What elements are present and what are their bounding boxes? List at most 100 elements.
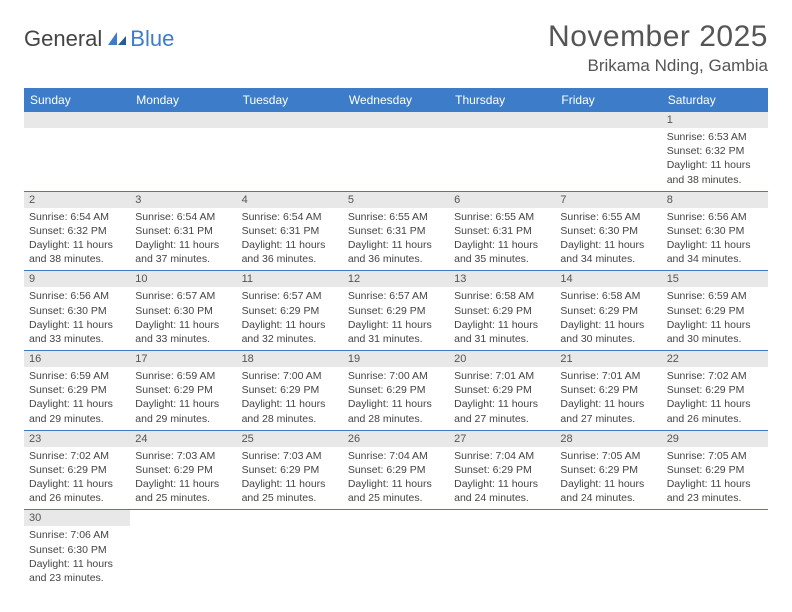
sunrise-text: Sunrise: 7:02 AM [667, 369, 763, 383]
calendar-cell [555, 510, 661, 589]
day-body: Sunrise: 7:01 AMSunset: 6:29 PMDaylight:… [555, 367, 661, 430]
day-number: 30 [24, 510, 130, 526]
day-number: 24 [130, 431, 236, 447]
sunset-text: Sunset: 6:30 PM [667, 224, 763, 238]
day-number [449, 510, 555, 526]
day-body: Sunrise: 6:56 AMSunset: 6:30 PMDaylight:… [24, 287, 130, 350]
day-number: 18 [237, 351, 343, 367]
day-body: Sunrise: 7:05 AMSunset: 6:29 PMDaylight:… [662, 447, 768, 510]
sunset-text: Sunset: 6:30 PM [560, 224, 656, 238]
day-number: 28 [555, 431, 661, 447]
sunset-text: Sunset: 6:31 PM [135, 224, 231, 238]
page-title: November 2025 [548, 20, 768, 54]
day-number [662, 510, 768, 526]
logo-text-blue: Blue [130, 26, 174, 52]
calendar-cell: 27Sunrise: 7:04 AMSunset: 6:29 PMDayligh… [449, 430, 555, 510]
calendar-cell: 13Sunrise: 6:58 AMSunset: 6:29 PMDayligh… [449, 271, 555, 351]
day-number: 19 [343, 351, 449, 367]
daylight-text: Daylight: 11 hours and 28 minutes. [242, 397, 338, 425]
calendar-cell: 24Sunrise: 7:03 AMSunset: 6:29 PMDayligh… [130, 430, 236, 510]
calendar-cell: 20Sunrise: 7:01 AMSunset: 6:29 PMDayligh… [449, 351, 555, 431]
daylight-text: Daylight: 11 hours and 25 minutes. [135, 477, 231, 505]
sunset-text: Sunset: 6:29 PM [454, 383, 550, 397]
daylight-text: Daylight: 11 hours and 25 minutes. [348, 477, 444, 505]
day-body: Sunrise: 7:03 AMSunset: 6:29 PMDaylight:… [237, 447, 343, 510]
day-body: Sunrise: 6:55 AMSunset: 6:31 PMDaylight:… [449, 208, 555, 271]
daylight-text: Daylight: 11 hours and 36 minutes. [348, 238, 444, 266]
calendar-cell: 10Sunrise: 6:57 AMSunset: 6:30 PMDayligh… [130, 271, 236, 351]
sunrise-text: Sunrise: 6:55 AM [560, 210, 656, 224]
sunset-text: Sunset: 6:31 PM [348, 224, 444, 238]
sunrise-text: Sunrise: 6:57 AM [242, 289, 338, 303]
calendar-cell: 14Sunrise: 6:58 AMSunset: 6:29 PMDayligh… [555, 271, 661, 351]
calendar-cell: 18 Sunrise: 7:00 AMSunset: 6:29 PMDayligh… [237, 351, 343, 431]
day-number: 6 [449, 192, 555, 208]
day-body: Sunrise: 6:57 AMSunset: 6:29 PMDaylight:… [237, 287, 343, 350]
sunrise-text: Sunrise: 6:55 AM [454, 210, 550, 224]
sunset-text: Sunset: 6:29 PM [348, 383, 444, 397]
daylight-text: Daylight: 11 hours and 33 minutes. [135, 318, 231, 346]
daylight-text: Daylight: 11 hours and 30 minutes. [667, 318, 763, 346]
day-body: Sunrise: 7:05 AMSunset: 6:29 PMDaylight:… [555, 447, 661, 510]
day-header: Tuesday [237, 88, 343, 112]
sunset-text: Sunset: 6:29 PM [242, 463, 338, 477]
sunset-text: Sunset: 6:30 PM [29, 304, 125, 318]
calendar-cell [237, 112, 343, 191]
daylight-text: Daylight: 11 hours and 28 minutes. [348, 397, 444, 425]
sunset-text: Sunset: 6:32 PM [667, 144, 763, 158]
day-body: Sunrise: 7:02 AMSunset: 6:29 PMDaylight:… [24, 447, 130, 510]
sunrise-text: Sunrise: 6:59 AM [667, 289, 763, 303]
day-number: 7 [555, 192, 661, 208]
day-header: Thursday [449, 88, 555, 112]
day-number: 4 [237, 192, 343, 208]
sunrise-text: Sunrise: 7:00 AM [242, 369, 338, 383]
daylight-text: Daylight: 11 hours and 24 minutes. [454, 477, 550, 505]
day-header: Saturday [662, 88, 768, 112]
sunset-text: Sunset: 6:29 PM [29, 383, 125, 397]
daylight-text: Daylight: 11 hours and 36 minutes. [242, 238, 338, 266]
daylight-text: Daylight: 11 hours and 29 minutes. [29, 397, 125, 425]
sunrise-text: Sunrise: 6:58 AM [454, 289, 550, 303]
sunset-text: Sunset: 6:29 PM [667, 383, 763, 397]
day-number [555, 112, 661, 128]
day-body: Sunrise: 7:06 AMSunset: 6:30 PMDaylight:… [24, 526, 130, 589]
calendar-cell: 11Sunrise: 6:57 AMSunset: 6:29 PMDayligh… [237, 271, 343, 351]
calendar-row: 1Sunrise: 6:53 AMSunset: 6:32 PMDaylight… [24, 112, 768, 191]
calendar-cell: 15Sunrise: 6:59 AMSunset: 6:29 PMDayligh… [662, 271, 768, 351]
sunrise-text: Sunrise: 6:59 AM [29, 369, 125, 383]
calendar-row: 30Sunrise: 7:06 AMSunset: 6:30 PMDayligh… [24, 510, 768, 589]
day-number: 13 [449, 271, 555, 287]
calendar-cell [449, 510, 555, 589]
day-number [237, 510, 343, 526]
sunrise-text: Sunrise: 6:58 AM [560, 289, 656, 303]
calendar-cell: 3Sunrise: 6:54 AMSunset: 6:31 PMDaylight… [130, 191, 236, 271]
daylight-text: Daylight: 11 hours and 35 minutes. [454, 238, 550, 266]
calendar-table: Sunday Monday Tuesday Wednesday Thursday… [24, 88, 768, 589]
sunrise-text: Sunrise: 6:57 AM [135, 289, 231, 303]
sunrise-text: Sunrise: 6:57 AM [348, 289, 444, 303]
calendar-cell: 5Sunrise: 6:55 AMSunset: 6:31 PMDaylight… [343, 191, 449, 271]
day-number [449, 112, 555, 128]
sunrise-text: Sunrise: 6:54 AM [29, 210, 125, 224]
sunrise-text: Sunrise: 7:04 AM [454, 449, 550, 463]
daylight-text: Daylight: 11 hours and 31 minutes. [454, 318, 550, 346]
day-body: Sunrise: 6:55 AMSunset: 6:30 PMDaylight:… [555, 208, 661, 271]
day-number [343, 112, 449, 128]
day-body: Sunrise: 6:53 AMSunset: 6:32 PMDaylight:… [662, 128, 768, 191]
day-body: Sunrise: 6:59 AMSunset: 6:29 PMDaylight:… [662, 287, 768, 350]
sunrise-text: Sunrise: 6:56 AM [667, 210, 763, 224]
sunrise-text: Sunrise: 7:03 AM [242, 449, 338, 463]
day-body: Sunrise: 6:57 AMSunset: 6:30 PMDaylight:… [130, 287, 236, 350]
sunset-text: Sunset: 6:29 PM [242, 304, 338, 318]
day-number: 5 [343, 192, 449, 208]
day-number: 21 [555, 351, 661, 367]
day-number: 27 [449, 431, 555, 447]
day-header: Sunday [24, 88, 130, 112]
day-number [130, 510, 236, 526]
sunset-text: Sunset: 6:29 PM [242, 383, 338, 397]
calendar-cell: 7Sunrise: 6:55 AMSunset: 6:30 PMDaylight… [555, 191, 661, 271]
day-number [24, 112, 130, 128]
day-body: Sunrise: 6:59 AMSunset: 6:29 PMDaylight:… [24, 367, 130, 430]
day-body: Sunrise: 6:57 AMSunset: 6:29 PMDaylight:… [343, 287, 449, 350]
day-number: 26 [343, 431, 449, 447]
